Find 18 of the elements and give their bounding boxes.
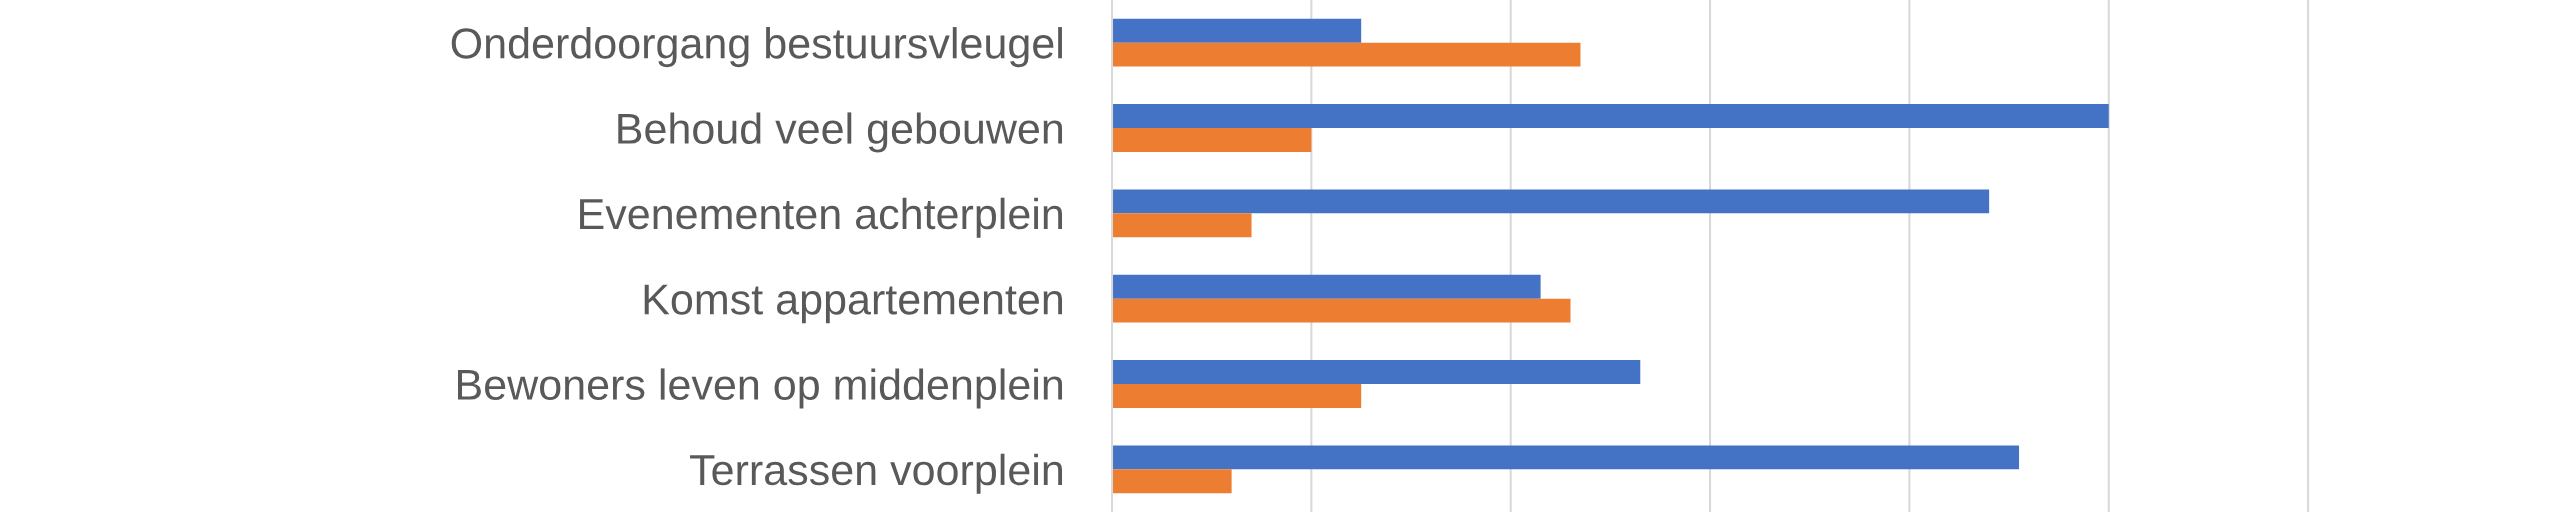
y-tick-label: Onderdoorgang bestuursvleugel: [451, 27, 1062, 68]
bar: [1112, 298, 1571, 323]
bar: [1112, 213, 1252, 238]
bar: [1112, 104, 2109, 128]
bar: [1112, 18, 1362, 43]
bar: [1112, 360, 1641, 384]
bar: [1112, 189, 1990, 214]
y-tick-label: Terrassen voorplein: [690, 453, 1063, 494]
bar: [1112, 384, 1362, 408]
y-tick-label: Behoud veel gebouwen: [618, 112, 1063, 153]
bar: [1112, 274, 1541, 299]
bar: [1112, 42, 1581, 67]
bar: [1112, 445, 2020, 470]
bar: [1112, 469, 1232, 494]
y-tick-label: Komst appartementen: [644, 284, 1063, 324]
bar: [1112, 128, 1312, 152]
y-tick-label: Bewoners leven op middenplein: [458, 368, 1063, 409]
y-tick-label: Evenementen achterplein: [580, 197, 1063, 238]
